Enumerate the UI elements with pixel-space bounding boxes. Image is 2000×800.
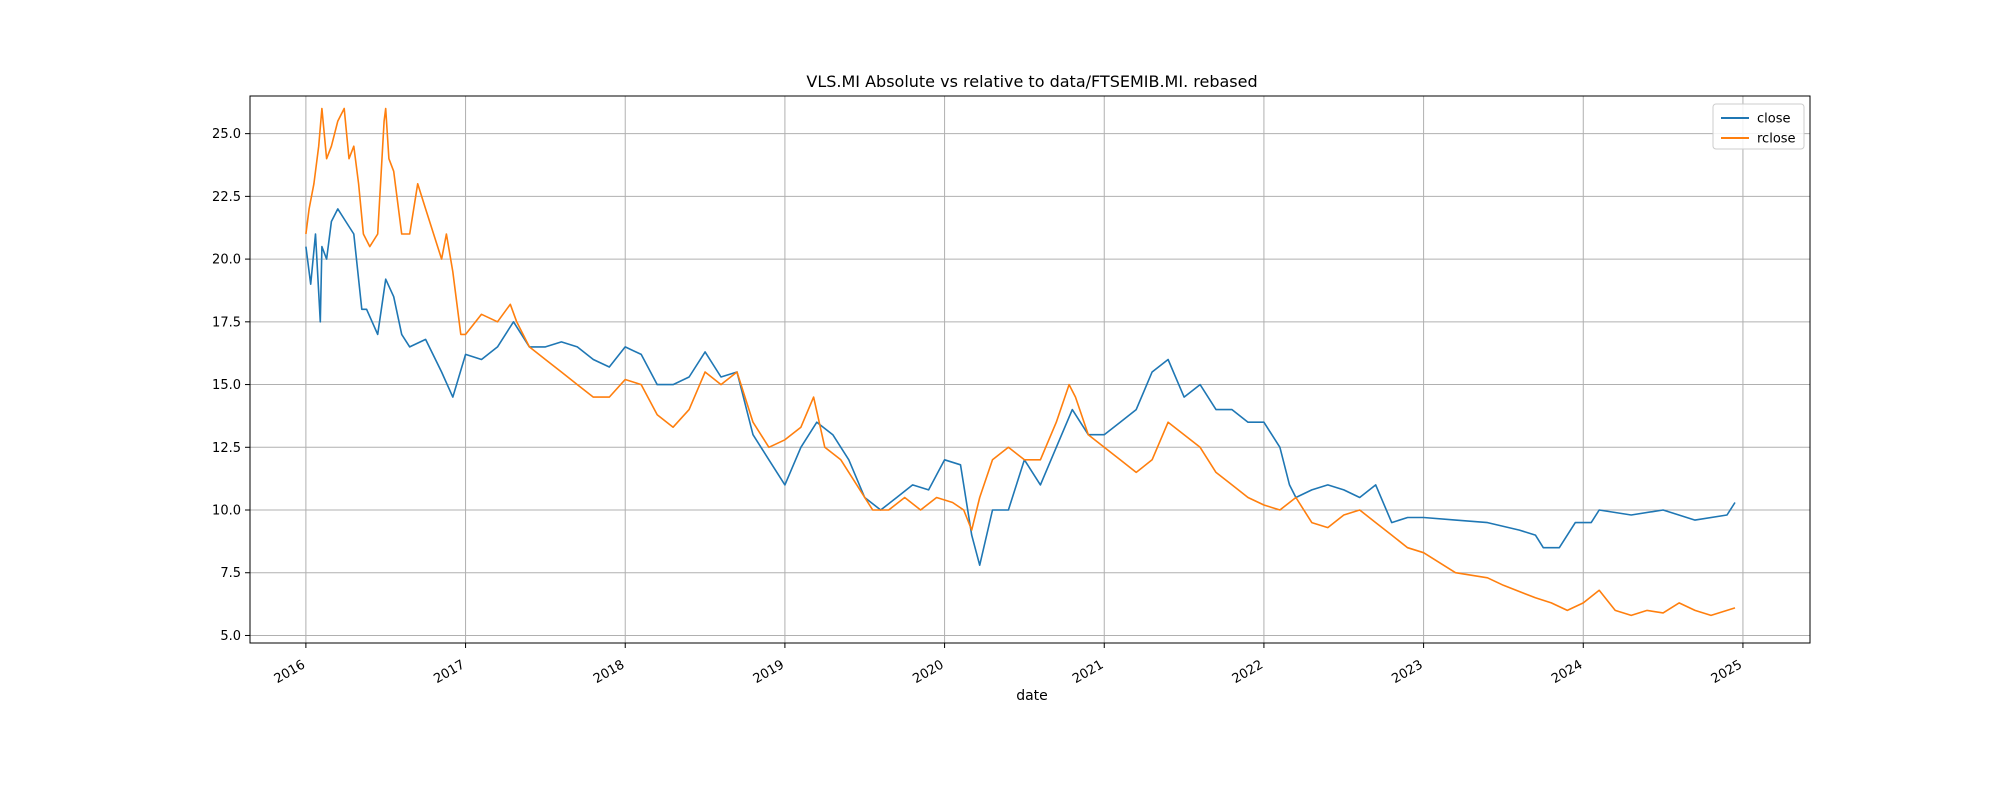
legend-label-close: close (1757, 112, 1790, 127)
y-tick-label: 10.0 (212, 504, 241, 519)
legend: close rclose (1712, 103, 1805, 150)
series-line-rclose (305, 107, 1736, 617)
x-axis-label: date (1016, 688, 1048, 704)
series-group (305, 107, 1736, 617)
y-tick-label: 22.5 (212, 190, 241, 205)
y-tick-label: 15.0 (212, 378, 241, 393)
chart-title: VLS.MI Absolute vs relative to data/FTSE… (806, 72, 1257, 91)
grid (250, 96, 1810, 643)
legend-label-rclose: rclose (1757, 132, 1796, 147)
y-tick-label: 5.0 (220, 629, 241, 644)
y-tick-label: 7.5 (220, 566, 241, 581)
y-tick-label: 17.5 (212, 315, 241, 330)
y-tick-label: 12.5 (212, 441, 241, 456)
y-axis: 5.0 7.5 10.0 12.5 15.0 17.5 20.0 22.5 25.0 (212, 127, 250, 644)
series-line-close (305, 208, 1736, 566)
y-tick-label: 20.0 (212, 253, 241, 268)
plot-frame (249, 95, 1811, 644)
y-tick-label: 25.0 (212, 127, 241, 142)
